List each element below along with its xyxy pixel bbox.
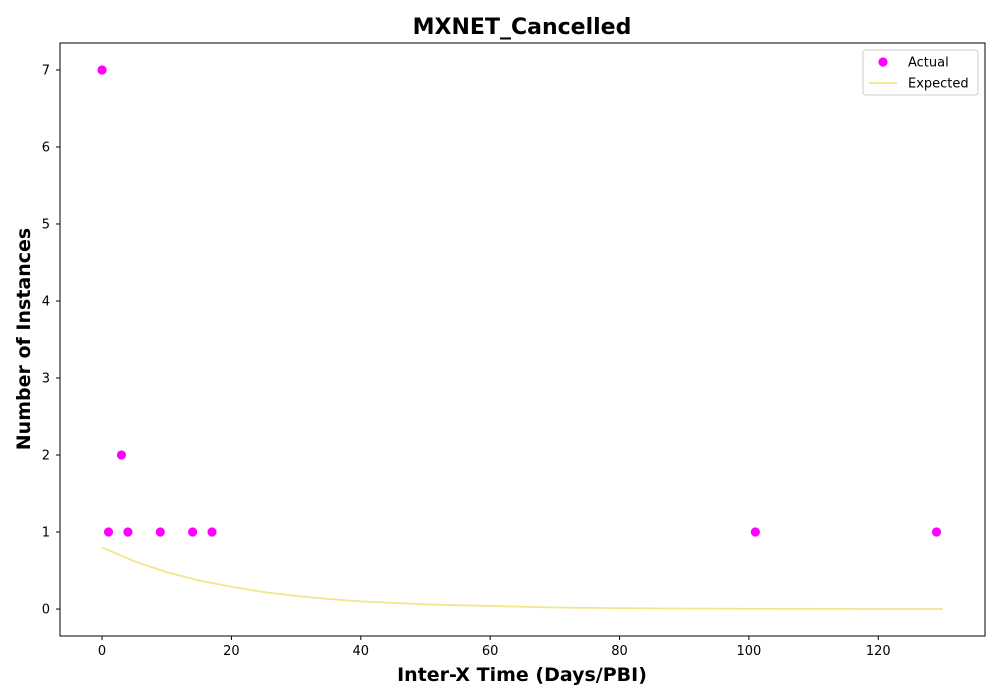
- data-point: [188, 527, 198, 537]
- x-tick-label: 60: [482, 644, 499, 659]
- y-tick-label: 3: [42, 372, 50, 387]
- x-tick-label: 0: [98, 644, 106, 659]
- y-tick-label: 0: [42, 603, 50, 618]
- x-tick-label: 20: [223, 644, 240, 659]
- plot-frame: [59, 42, 986, 637]
- x-tick-label: 100: [736, 644, 761, 659]
- y-tick-label: 7: [42, 63, 50, 78]
- plot-area: [97, 65, 943, 610]
- x-tick-label: 40: [353, 644, 370, 659]
- legend-marker-actual: [878, 57, 888, 67]
- legend-label-expected: Expected: [908, 77, 969, 92]
- y-tick-label: 6: [42, 140, 50, 155]
- y-tick-label: 1: [42, 526, 50, 541]
- legend-label-actual: Actual: [908, 56, 949, 71]
- data-point: [116, 450, 127, 460]
- legend: Actual Expected: [862, 49, 979, 96]
- y-tick-label: 2: [42, 449, 50, 464]
- data-point: [750, 527, 760, 537]
- data-point: [207, 527, 217, 537]
- y-axis-label: Number of Instances: [13, 228, 35, 450]
- chart-title: MXNET_Cancelled: [413, 15, 632, 40]
- y-tick-label: 4: [42, 294, 50, 309]
- axes: 0 20 40 60 80 100 120 0 1 2 3 4 5 6 7: [42, 42, 986, 659]
- x-tick-label: 80: [611, 644, 628, 659]
- data-point: [97, 65, 107, 75]
- data-point: [123, 527, 133, 537]
- data-point: [155, 527, 165, 537]
- data-point: [931, 527, 942, 537]
- data-point: [103, 527, 114, 537]
- y-tick-label: 5: [42, 217, 50, 232]
- series-line-expected: [101, 546, 943, 610]
- x-tick-label: 120: [866, 644, 891, 659]
- x-axis-label: Inter-X Time (Days/PBI): [397, 664, 647, 686]
